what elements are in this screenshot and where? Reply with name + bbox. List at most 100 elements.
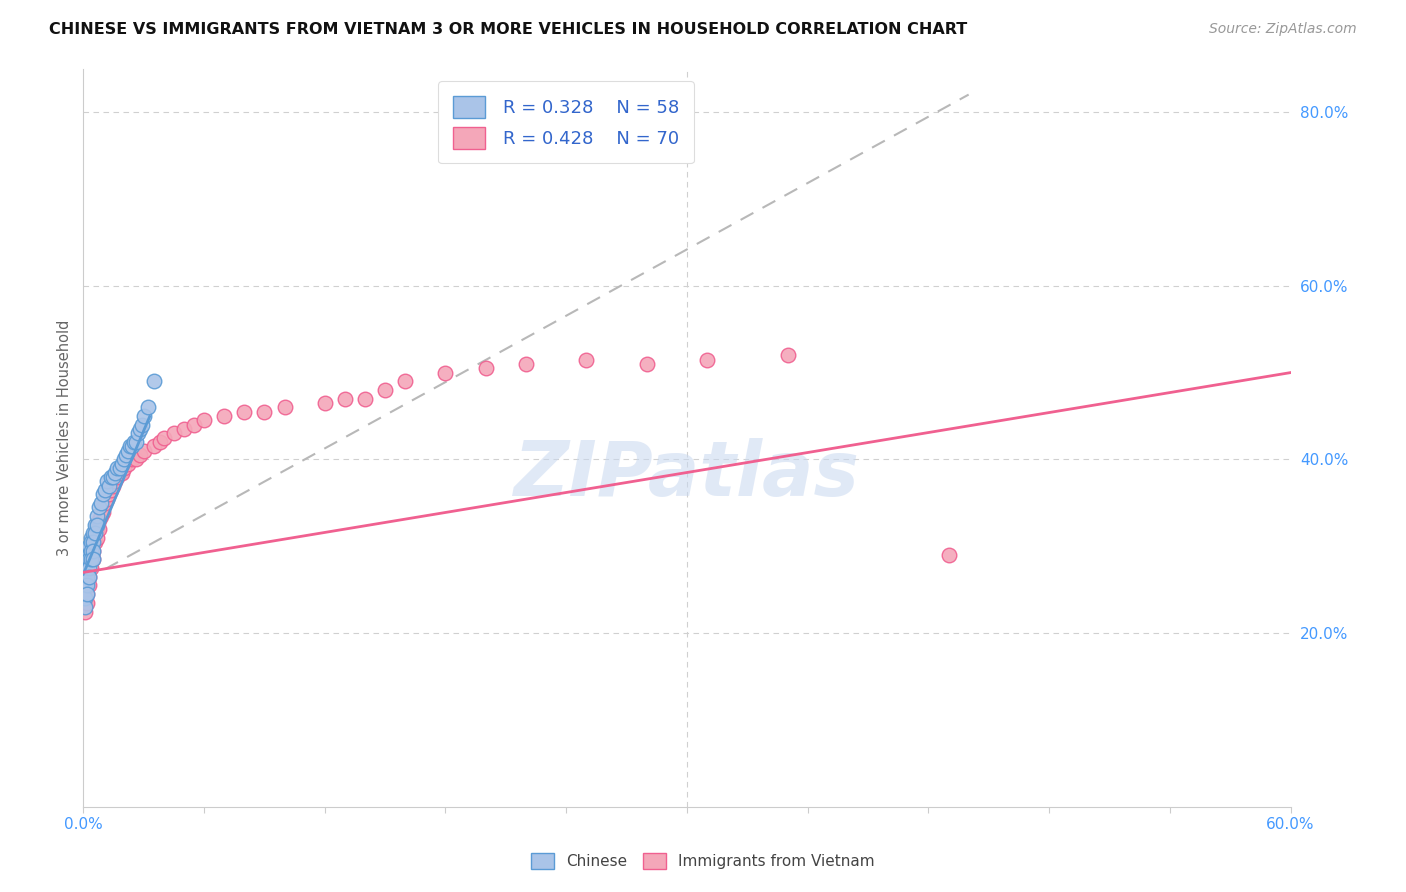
Y-axis label: 3 or more Vehicles in Household: 3 or more Vehicles in Household [58,319,72,556]
Point [82,552,104,566]
Point [89,500,111,515]
Point [103,470,125,484]
Point [80,552,103,566]
Point [79,548,101,562]
Point [333,392,356,406]
Point [938,548,960,562]
Point [84,535,107,549]
Point [79,539,101,553]
Point [253,405,276,419]
Point [273,401,295,415]
Point [80,561,103,575]
Point [132,409,155,423]
Point [354,392,377,406]
Point [82,543,104,558]
Point [80,543,103,558]
Point [75,596,97,610]
Point [86,508,108,523]
Point [122,435,145,450]
Point [515,357,537,371]
Point [76,578,98,592]
Point [98,478,121,492]
Point [75,548,97,562]
Point [93,505,115,519]
Point [103,478,125,492]
Point [76,570,98,584]
Point [117,443,139,458]
Point [314,396,336,410]
Point [90,508,112,523]
Point [100,483,122,497]
Point [76,596,98,610]
Point [394,374,416,388]
Point [112,452,135,467]
Point [93,487,115,501]
Point [72,587,94,601]
Point [98,487,121,501]
Point [84,517,107,532]
Point [75,605,97,619]
Point [84,526,107,541]
Point [149,435,172,450]
Point [89,522,111,536]
Point [86,531,108,545]
Point [163,426,186,441]
Point [128,422,150,436]
Point [76,561,98,575]
Point [575,352,598,367]
Point [94,483,117,497]
Point [76,543,98,558]
Point [104,474,127,488]
Point [131,417,153,432]
Point [79,552,101,566]
Point [75,578,97,592]
Point [75,552,97,566]
Point [76,587,98,601]
Point [75,570,97,584]
Point [374,383,396,397]
Point [114,448,136,462]
Point [84,526,107,541]
Point [142,374,165,388]
Point [90,496,112,510]
Text: Source: ZipAtlas.com: Source: ZipAtlas.com [1209,22,1357,37]
Point [72,578,94,592]
Point [128,448,150,462]
Point [124,435,146,450]
Point [82,526,104,541]
Point [104,466,127,480]
Text: ZIPatlas: ZIPatlas [515,438,860,512]
Point [132,443,155,458]
Legend: R = 0.328    N = 58, R = 0.428    N = 70: R = 0.328 N = 58, R = 0.428 N = 70 [439,81,695,163]
Point [108,461,131,475]
Point [173,422,195,436]
Point [96,474,118,488]
Point [142,439,165,453]
Point [117,457,139,471]
Point [75,578,97,592]
Point [212,409,235,423]
Point [233,405,256,419]
Point [127,426,149,441]
Point [121,439,143,453]
Point [76,570,98,584]
Point [100,470,122,484]
Point [75,566,97,580]
Point [110,457,132,471]
Point [75,574,97,588]
Point [86,522,108,536]
Point [80,531,103,545]
Point [96,491,118,506]
Point [636,357,658,371]
Point [79,570,101,584]
Point [79,561,101,575]
Point [94,496,117,510]
Point [79,552,101,566]
Point [193,413,215,427]
Point [79,570,101,584]
Point [76,552,98,566]
Point [183,417,205,432]
Point [72,570,94,584]
Point [72,566,94,580]
Text: CHINESE VS IMMIGRANTS FROM VIETNAM 3 OR MORE VEHICLES IN HOUSEHOLD CORRELATION C: CHINESE VS IMMIGRANTS FROM VIETNAM 3 OR … [49,22,967,37]
